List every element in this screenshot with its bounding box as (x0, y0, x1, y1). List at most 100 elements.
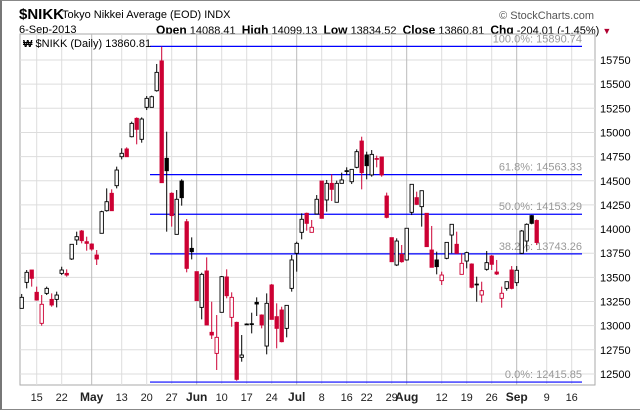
candle-body (234, 321, 239, 380)
x-tick-label: 13 (116, 392, 128, 404)
candle-body (134, 117, 139, 130)
candle-body (114, 169, 119, 187)
candle-body (359, 140, 364, 174)
y-tick-label: 14000 (600, 224, 631, 236)
candle-body (479, 290, 484, 296)
candle-body (154, 71, 159, 92)
candle-body (469, 263, 474, 288)
candle-body (534, 220, 539, 243)
candle-body (44, 287, 49, 294)
candle-body (474, 283, 479, 286)
candle-body (369, 153, 374, 176)
candle-body (484, 262, 489, 270)
candle-body (259, 314, 264, 326)
candle-body (184, 221, 189, 269)
down-arrow-icon: ▼ (602, 26, 612, 36)
candle-body (64, 272, 69, 276)
y-tick-label: 13250 (600, 297, 631, 309)
candle-body (394, 240, 399, 266)
candle-body (434, 259, 439, 268)
candle-body (194, 271, 199, 302)
candle-body (124, 148, 129, 158)
candle-body (29, 269, 34, 279)
candle-body (169, 192, 174, 217)
candle-body (334, 182, 339, 203)
candle-body (294, 242, 299, 254)
candle-body (239, 354, 244, 358)
candle-body (354, 151, 359, 168)
stockcharts-logo-icon: ₩ (23, 39, 33, 50)
candle-body (464, 252, 469, 262)
candle-body (279, 309, 284, 343)
x-tick-label: 16 (566, 392, 578, 404)
y-tick-label: 12750 (600, 345, 631, 357)
candle-body (84, 241, 89, 244)
candle-body (89, 243, 94, 250)
x-tick-label: 10 (216, 392, 228, 404)
x-tick-label: 12 (436, 392, 448, 404)
candle-body (364, 154, 369, 167)
y-tick-label: 14250 (600, 200, 631, 212)
candle-body (274, 316, 279, 329)
candle-body (109, 192, 114, 212)
candle-body (144, 97, 149, 108)
candle-body (504, 281, 509, 289)
candle-body (244, 323, 249, 326)
x-tick-label: 20 (141, 392, 153, 404)
y-tick-label: 12500 (600, 369, 631, 381)
candle-body (149, 96, 154, 108)
candle-body (34, 291, 39, 301)
candle-body (289, 259, 294, 289)
y-tick-label: 14750 (600, 152, 631, 164)
candle-body (139, 118, 144, 140)
candle-body (439, 274, 444, 282)
copyright[interactable]: © StockCharts.com (499, 10, 594, 22)
x-tick-label: Jul (288, 390, 305, 404)
x-tick-label: 29 (386, 392, 398, 404)
candle-body (454, 243, 459, 254)
candle-body (424, 212, 429, 248)
plot-area (19, 33, 596, 386)
candle-body (429, 249, 434, 268)
candle-body (509, 269, 514, 289)
candle-body (214, 336, 219, 354)
candle-body (159, 60, 164, 184)
x-tick-label: Jun (186, 390, 207, 404)
candle-body (19, 296, 24, 309)
candle-body (174, 198, 179, 235)
candle-body (264, 302, 269, 347)
x-tick-label: Aug (395, 390, 418, 404)
x-tick-label: 8 (319, 392, 325, 404)
candle-body (209, 331, 214, 336)
candle-body (199, 273, 204, 308)
candle-body (179, 180, 184, 199)
candle-body (284, 304, 289, 329)
y-tick-label: 15250 (600, 103, 631, 115)
candle-body (459, 262, 464, 275)
candle-body (94, 254, 99, 260)
candle-body (499, 292, 504, 299)
fibonacci-label: 61.8%: 14563.33 (499, 162, 582, 174)
x-tick-label: 15 (31, 392, 43, 404)
candle-body (414, 197, 419, 205)
candle-body (59, 269, 64, 274)
fibonacci-label: 50.0%: 14153.29 (499, 201, 582, 213)
x-tick-label: Sep (506, 390, 528, 404)
candle-body (324, 182, 329, 201)
y-tick-label: 13750 (600, 248, 631, 260)
candle-body (309, 226, 314, 233)
x-tick-label: 22 (361, 392, 373, 404)
candle-body (409, 183, 414, 213)
candle-body (254, 301, 259, 305)
candle-body (49, 298, 54, 306)
candle-body (79, 230, 84, 242)
candle-body (229, 296, 234, 318)
candle-body (219, 276, 224, 313)
candle-body (74, 236, 79, 241)
y-tick-label: 13500 (600, 272, 631, 284)
y-tick-label: 13000 (600, 321, 631, 333)
candle-body (269, 284, 274, 320)
chart-legend: ₩ $NIKK (Daily) 13860.81 (23, 38, 151, 50)
candle-body (529, 215, 534, 224)
